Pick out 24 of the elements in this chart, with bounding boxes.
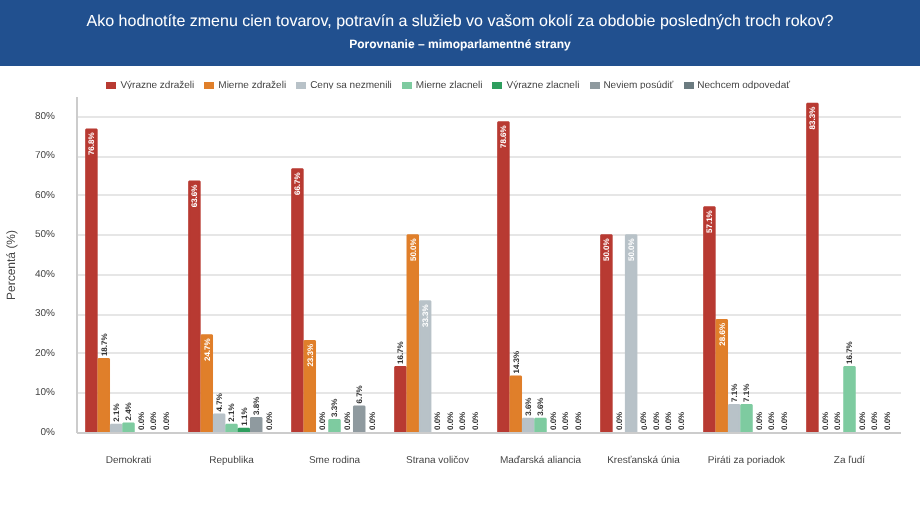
bar (212, 413, 226, 433)
bar (703, 206, 716, 433)
bar (727, 403, 741, 433)
bar (534, 417, 547, 433)
bar (806, 102, 819, 433)
bar (394, 365, 407, 433)
bar (328, 418, 341, 433)
bar (624, 234, 638, 433)
bar (97, 358, 111, 433)
bar (406, 234, 420, 433)
bar (740, 403, 753, 433)
bar (188, 180, 201, 433)
bar (843, 365, 856, 433)
bar (122, 422, 135, 433)
bar (497, 121, 510, 433)
bar (225, 423, 238, 433)
bar (85, 128, 98, 433)
bar (509, 375, 523, 433)
chart-title: Ako hodnotíte zmenu cien tovarov, potravín a služieb vo vašom okolí za obdobie posledných troch rokov? (84, 10, 836, 33)
bar (521, 417, 535, 433)
bar (600, 234, 613, 433)
bar (249, 416, 263, 433)
bar (352, 405, 366, 433)
bar (291, 168, 304, 433)
